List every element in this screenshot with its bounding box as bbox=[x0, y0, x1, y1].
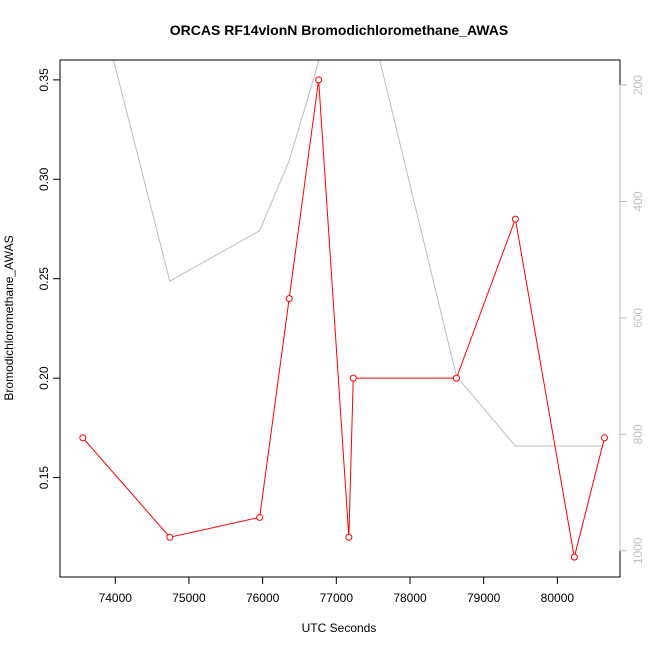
x-tick-label: 74000 bbox=[99, 591, 133, 605]
y-tick-label: 0.20 bbox=[37, 366, 51, 390]
x-tick-label: 78000 bbox=[393, 591, 427, 605]
series-1-point bbox=[315, 76, 323, 84]
y-tick-label: 0.25 bbox=[37, 267, 51, 291]
x-tick-label: 79000 bbox=[467, 591, 501, 605]
y-tick-label: 0.35 bbox=[37, 68, 51, 92]
y-tick-label: 0.30 bbox=[37, 167, 51, 191]
y2-tick-label: 200 bbox=[631, 75, 645, 95]
series-1-point bbox=[79, 434, 87, 442]
x-tick-label: 77000 bbox=[320, 591, 354, 605]
y2-tick-label: 600 bbox=[631, 308, 645, 328]
series-1-point bbox=[166, 533, 174, 541]
y-axis-left: 0.15 0.20 0.25 0.30 0.35 bbox=[37, 68, 61, 490]
y-axis-label: Bromodichloromethane_AWAS bbox=[2, 235, 16, 400]
series-1-point bbox=[285, 295, 293, 303]
y-axis-right: 200 400 600 800 1000 bbox=[619, 75, 645, 564]
plot-frame bbox=[59, 59, 621, 578]
series-2-line bbox=[112, 60, 605, 447]
x-axis-label: UTC Seconds bbox=[302, 621, 377, 635]
series-1-point bbox=[349, 374, 357, 382]
series-1-point bbox=[345, 533, 353, 541]
x-tick-label: 76000 bbox=[246, 591, 280, 605]
y2-tick-label: 800 bbox=[631, 424, 645, 444]
secondary-series-layer bbox=[112, 60, 605, 447]
series-1-point bbox=[452, 374, 460, 382]
series-1-line bbox=[82, 79, 606, 558]
series-1-point bbox=[256, 513, 264, 521]
y2-tick-label: 400 bbox=[631, 191, 645, 211]
series-1-point bbox=[601, 434, 609, 442]
series-1-point bbox=[511, 215, 519, 223]
x-tick-label: 80000 bbox=[541, 591, 575, 605]
x-tick-label: 75000 bbox=[172, 591, 206, 605]
series-1-point bbox=[570, 553, 578, 561]
primary-series-layer bbox=[79, 76, 609, 561]
y2-tick-label: 1000 bbox=[631, 537, 645, 564]
chart-title: ORCAS RF14vlonN Bromodichloromethane_AWA… bbox=[170, 22, 508, 38]
y-tick-label: 0.15 bbox=[37, 466, 51, 490]
x-axis: 74000 75000 76000 77000 78000 79000 80000 bbox=[99, 576, 575, 605]
